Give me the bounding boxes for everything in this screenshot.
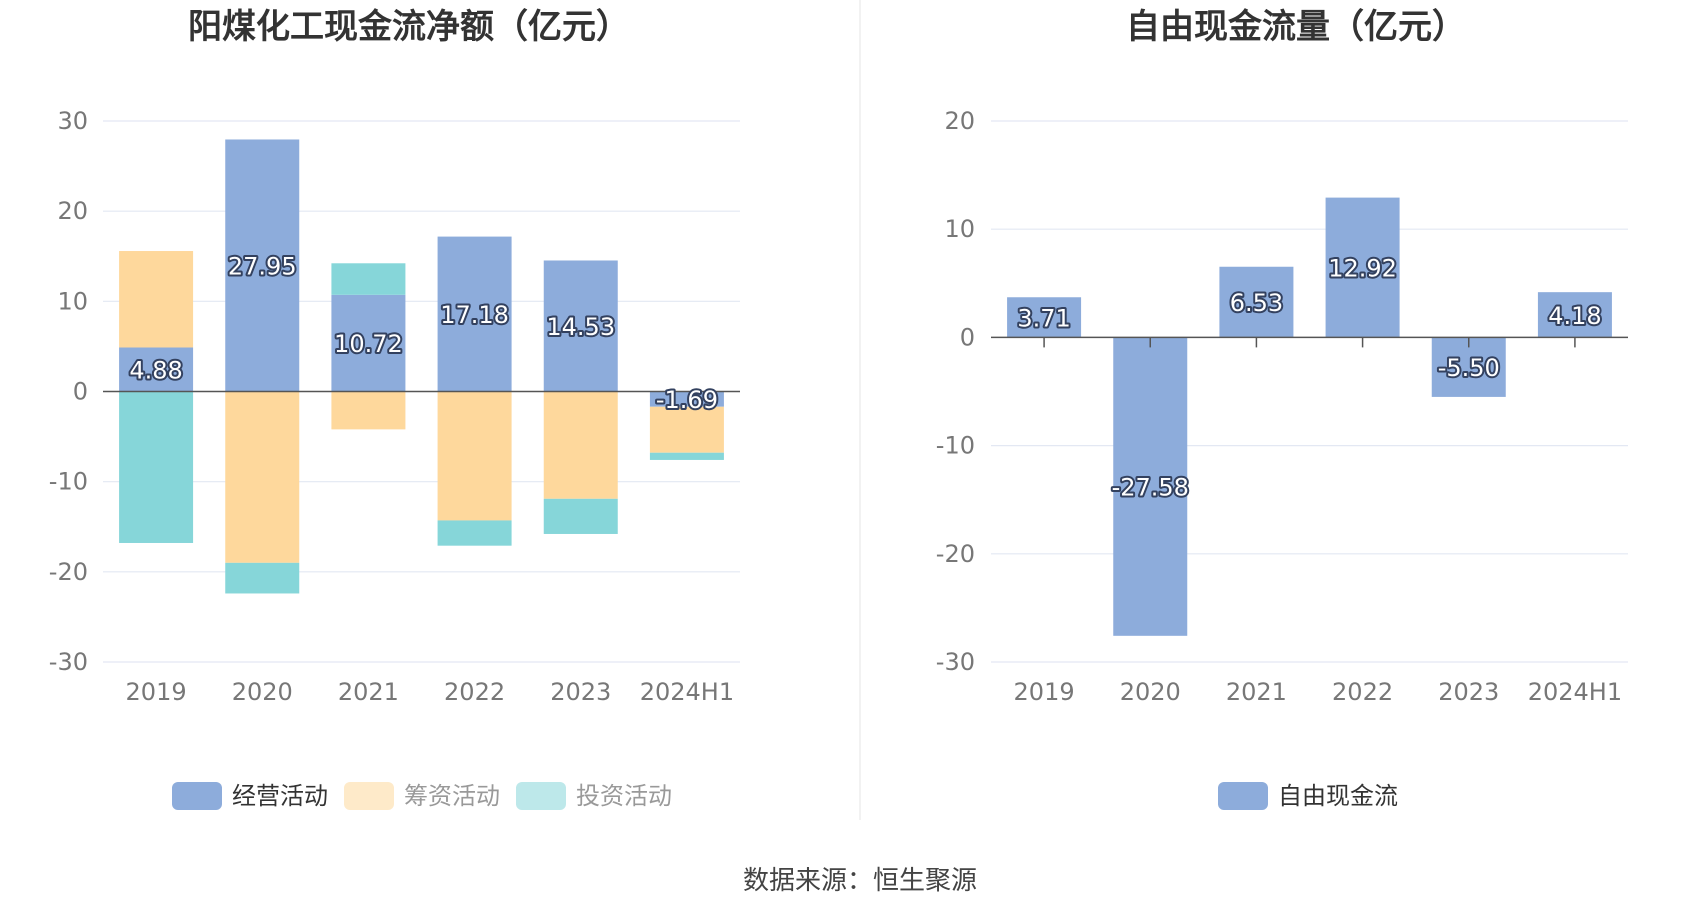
y-tick-label: -30 xyxy=(936,648,975,676)
bar-primary xyxy=(119,347,194,392)
bar-series-2 xyxy=(649,452,724,460)
y-tick-label: -20 xyxy=(49,558,88,586)
bar-series-2 xyxy=(119,391,194,543)
bar-series-2 xyxy=(225,562,300,594)
data-label: 12.92 xyxy=(1328,255,1397,283)
bar-primary xyxy=(1113,337,1188,636)
chart-title: 自由现金流量（亿元） xyxy=(1126,7,1466,47)
legend-swatch xyxy=(172,782,222,810)
y-tick-label: -20 xyxy=(936,540,975,568)
data-label: 14.53 xyxy=(546,313,615,341)
y-tick-label: -10 xyxy=(49,468,88,496)
x-tick-label: 2023 xyxy=(1438,678,1499,706)
legend-swatch xyxy=(344,782,394,810)
bar-series-1 xyxy=(119,251,194,348)
y-tick-label: -10 xyxy=(936,432,975,460)
y-tick-label: 30 xyxy=(57,107,88,135)
x-tick-label: 2021 xyxy=(1226,678,1287,706)
data-label: 6.53 xyxy=(1230,289,1283,317)
bar-series-1 xyxy=(331,391,406,430)
chart-title: 阳煤化工现金流净额（亿元） xyxy=(188,7,630,47)
x-tick-label: 2021 xyxy=(338,678,399,706)
y-tick-label: 10 xyxy=(944,215,975,243)
bar-primary xyxy=(649,391,724,407)
legend-label: 投资活动 xyxy=(576,782,672,810)
bar-series-1 xyxy=(543,391,618,499)
bar-series-1 xyxy=(225,391,300,563)
bar-primary xyxy=(1537,292,1612,338)
bar-primary xyxy=(225,139,300,392)
data-label: 4.88 xyxy=(129,356,182,384)
data-label: -27.58 xyxy=(1112,474,1189,502)
data-label: 10.72 xyxy=(334,330,403,358)
y-tick-label: 20 xyxy=(57,197,88,225)
bar-primary xyxy=(1219,266,1294,338)
bar-primary xyxy=(331,294,406,392)
x-tick-label: 2022 xyxy=(444,678,505,706)
x-tick-label: 2024H1 xyxy=(1528,678,1622,706)
y-tick-label: 0 xyxy=(960,323,975,351)
bar-series-2 xyxy=(331,263,406,295)
x-tick-label: 2024H1 xyxy=(640,678,734,706)
legend-label: 筹资活动 xyxy=(404,782,500,810)
legend-label: 自由现金流 xyxy=(1278,782,1398,810)
right-chart: 自由现金流量（亿元） 20 10 0 -10 -20 -30 3.71 -27.58 6.53 12… xyxy=(936,7,1628,810)
y-tick-label: -30 xyxy=(49,648,88,676)
bar-series-1 xyxy=(437,391,512,521)
data-label: -1.69 xyxy=(656,386,718,414)
bar-primary xyxy=(437,236,512,392)
x-tick-label: 2020 xyxy=(232,678,293,706)
y-tick-label: 0 xyxy=(73,378,88,406)
data-label: 4.18 xyxy=(1548,302,1601,330)
x-tick-label: 2022 xyxy=(1332,678,1393,706)
data-label: 17.18 xyxy=(440,301,509,329)
data-label: -5.50 xyxy=(1438,354,1500,382)
x-tick-label: 2019 xyxy=(1014,678,1075,706)
left-chart: 阳煤化工现金流净额（亿元） 30 20 10 0 -10 -20 -30 4.88 27.95 10… xyxy=(49,7,740,810)
y-tick-label: 20 xyxy=(944,107,975,135)
y-tick-label: 10 xyxy=(57,287,88,315)
bar-series-2 xyxy=(543,498,618,534)
legend-swatch xyxy=(1218,782,1268,810)
legend-label: 经营活动 xyxy=(232,782,328,810)
x-tick-label: 2023 xyxy=(550,678,611,706)
data-source: 数据来源：恒生聚源 xyxy=(743,866,977,896)
x-tick-label: 2019 xyxy=(126,678,187,706)
x-tick-label: 2020 xyxy=(1120,678,1181,706)
data-label: 27.95 xyxy=(228,252,297,280)
bar-series-2 xyxy=(437,520,512,546)
bar-series-1 xyxy=(649,406,724,453)
bar-primary xyxy=(1325,197,1400,338)
data-label: 3.71 xyxy=(1017,304,1070,332)
bar-primary xyxy=(543,260,618,392)
legend-swatch xyxy=(516,782,566,810)
bar-primary xyxy=(1007,297,1082,338)
